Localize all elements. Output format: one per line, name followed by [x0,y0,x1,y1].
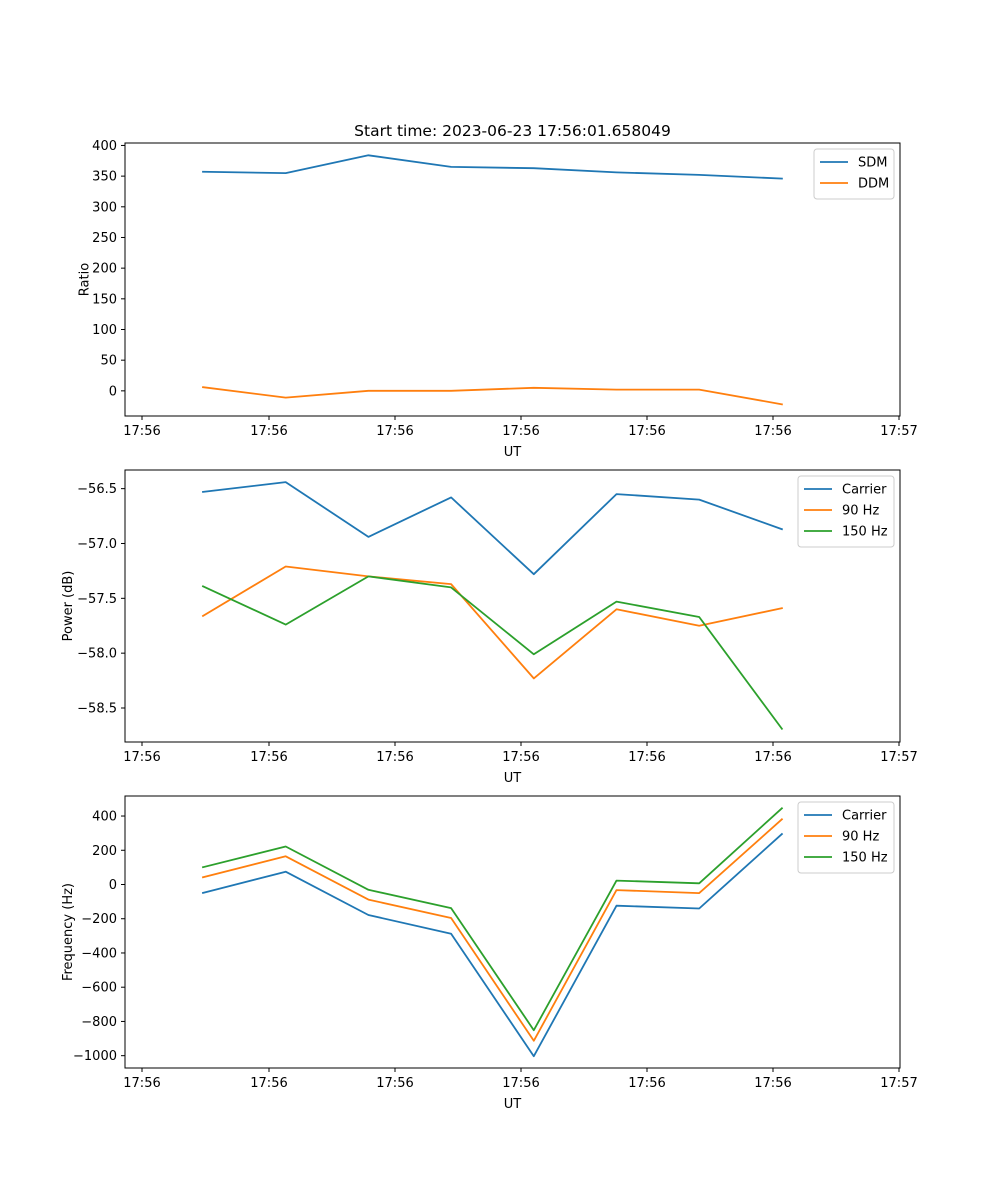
series-line-90-hz [201,818,784,1042]
legend-label: Carrier [842,483,887,498]
x-tick-label: 17:56 [628,424,665,439]
y-tick-label: −57.0 [77,537,117,552]
y-tick-label: 250 [92,231,117,246]
x-tick-label: 17:56 [123,1076,160,1091]
x-tick-label: 17:56 [250,1076,287,1091]
y-tick-label: 200 [92,844,117,859]
x-tick-label: 17:56 [754,1076,791,1091]
legend-box [797,801,895,874]
y-tick-label: 300 [92,200,117,215]
y-tick-label: 400 [92,810,117,825]
y-tick-label: 0 [109,384,117,399]
chart-title: Start time: 2023-06-23 17:56:01.658049 [354,122,671,140]
y-axis-label: Frequency (Hz) [61,883,76,981]
y-tick-label: 350 [92,170,117,185]
series-line-carrier [201,832,784,1058]
x-tick-label: 17:56 [628,750,665,765]
x-tick-label: 17:56 [376,1076,413,1091]
x-tick-label: 17:56 [250,750,287,765]
y-tick-label: −200 [81,912,117,927]
x-tick-label: 17:56 [502,750,539,765]
legend-label: 90 Hz [842,830,879,845]
legend: SDM DDM [813,148,895,200]
series-line-150-hz [201,575,784,731]
y-tick-label: 100 [92,323,117,338]
legend-label: Carrier [842,809,887,824]
legend: Carrier 90 Hz 150 Hz [797,475,895,548]
y-tick-label: −400 [81,946,117,961]
legend-box [797,475,895,548]
x-tick-label: 17:56 [376,424,413,439]
y-tick-label: −600 [81,981,117,996]
x-tick-label: 17:57 [880,750,917,765]
legend-label: DDM [858,177,889,192]
x-axis-label: UT [504,771,522,786]
x-tick-label: 17:56 [502,424,539,439]
y-tick-label: −58.5 [77,702,117,717]
y-tick-label: 400 [92,139,117,154]
x-tick-label: 17:56 [502,1076,539,1091]
legend-label: 90 Hz [842,504,879,519]
plot-frame [124,142,901,417]
x-axis-label: UT [504,1097,522,1112]
x-tick-label: 17:56 [754,424,791,439]
y-tick-label: −1000 [73,1049,117,1064]
x-tick-label: 17:56 [376,750,413,765]
series-line-sdm [202,154,783,180]
series-line-150-hz [201,807,784,1032]
plot-frame [124,469,901,743]
x-tick-label: 17:57 [880,424,917,439]
series-line-ddm [201,386,783,406]
x-tick-label: 17:56 [123,424,160,439]
chart-panel-1: 17:56 17:56 17:56 17:56 17:56 17:56 17:57 UT 0 50… [77,139,917,460]
y-tick-label: −57.5 [77,592,117,607]
y-tick-label: 0 [109,878,117,893]
legend-label: 150 Hz [842,851,888,866]
y-tick-label: 150 [92,292,117,307]
y-tick-label: −56.5 [77,482,117,497]
x-tick-label: 17:56 [628,1076,665,1091]
plot-frame [124,795,901,1069]
legend: Carrier 90 Hz 150 Hz [797,801,895,874]
x-tick-label: 17:56 [123,750,160,765]
y-axis-label: Power (dB) [61,571,76,642]
y-tick-label: 200 [92,262,117,277]
x-axis-label: UT [504,445,522,460]
x-tick-label: 17:56 [754,750,791,765]
y-tick-label: −800 [81,1015,117,1030]
series-line-carrier [202,481,784,576]
chart-panel-3: 17:56 17:56 17:56 17:56 17:56 17:56 17:57 UT 400… [61,795,918,1112]
legend-label: 150 Hz [842,525,888,540]
x-tick-label: 17:57 [880,1076,917,1091]
legend-label: SDM [858,156,887,171]
x-tick-label: 17:56 [250,424,287,439]
y-axis-label: Ratio [77,263,92,296]
series-line-90-hz [201,565,783,680]
chart-panel-2: 17:56 17:56 17:56 17:56 17:56 17:56 17:57 UT −56… [61,469,918,786]
y-tick-label: −58.0 [77,647,117,662]
y-tick-label: 50 [100,354,117,369]
